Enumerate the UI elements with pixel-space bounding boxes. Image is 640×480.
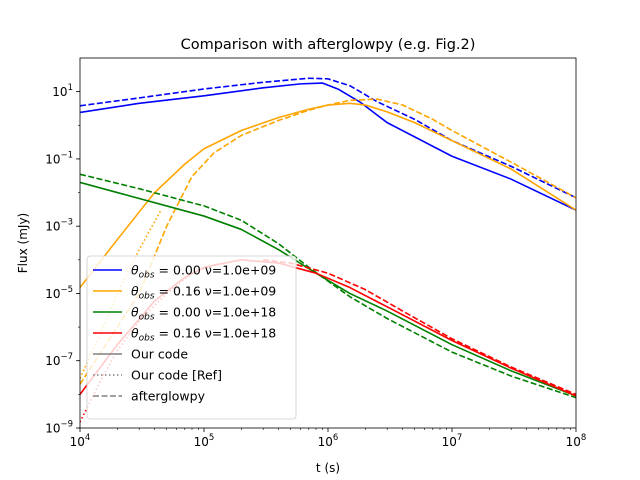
x-axis: 104 105 106 107 108	[70, 428, 587, 449]
legend-entry-2: θobs = 0.00 ν=1.0e+18	[131, 305, 276, 323]
series-line-7	[263, 259, 576, 396]
legend-entry-6: afterglowpy	[131, 389, 206, 404]
legend-entry-0: θobs = 0.00 ν=1.0e+09	[131, 263, 276, 281]
legend: θobs = 0.00 ν=1.0e+09 θobs = 0.16 ν=1.0e+…	[86, 255, 297, 420]
x-axis-label: t (s)	[316, 461, 340, 475]
y-axis: 10−9 10−7 10−5 10−3 10−1 101	[45, 83, 80, 436]
y-tick-label: 101	[52, 83, 73, 99]
series-line-4	[80, 181, 576, 397]
x-tick-label: 104	[70, 433, 91, 449]
legend-entry-4: Our code	[131, 347, 188, 362]
x-tick-label: 105	[194, 433, 215, 449]
x-tick-label: 108	[566, 433, 587, 449]
x-tick-label: 107	[442, 433, 463, 449]
series-line-1	[80, 77, 576, 199]
y-tick-label: 10−5	[45, 285, 73, 301]
y-tick-label: 10−7	[45, 352, 73, 368]
series-line-0	[80, 82, 576, 211]
legend-entry-3: θobs = 0.16 ν=1.0e+18	[131, 326, 276, 344]
legend-entry-5: Our code [Ref]	[131, 368, 222, 383]
series-line-3	[80, 98, 576, 385]
y-tick-label: 10−9	[45, 420, 73, 436]
legend-box	[86, 255, 297, 420]
y-tick-label: 10−3	[45, 218, 73, 234]
y-axis-label: Flux (mJy)	[16, 213, 30, 273]
x-tick-label: 106	[318, 433, 339, 449]
legend-entry-1: θobs = 0.16 ν=1.0e+09	[131, 284, 276, 302]
chart-title: Comparison with afterglowpy (e.g. Fig.2)	[181, 37, 476, 53]
y-tick-label: 10−1	[45, 150, 73, 166]
